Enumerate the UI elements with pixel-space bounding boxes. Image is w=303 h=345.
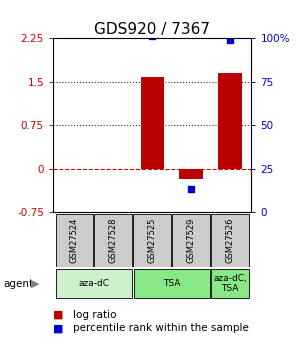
Text: ▶: ▶ <box>31 279 39 288</box>
FancyBboxPatch shape <box>211 215 249 267</box>
FancyBboxPatch shape <box>134 269 210 298</box>
FancyBboxPatch shape <box>55 215 93 267</box>
Text: ■: ■ <box>53 310 64 319</box>
Bar <box>179 169 203 179</box>
Text: GSM27524: GSM27524 <box>70 218 79 263</box>
Text: GSM27529: GSM27529 <box>187 218 196 263</box>
Text: agent: agent <box>3 279 33 288</box>
Text: ■: ■ <box>53 324 64 333</box>
Text: log ratio: log ratio <box>73 310 116 319</box>
Text: TSA: TSA <box>163 279 180 288</box>
Bar <box>218 73 242 169</box>
Title: GDS920 / 7367: GDS920 / 7367 <box>94 22 210 37</box>
Text: GSM27528: GSM27528 <box>109 218 118 263</box>
Text: percentile rank within the sample: percentile rank within the sample <box>73 324 248 333</box>
Text: GSM27526: GSM27526 <box>226 218 235 263</box>
Text: aza-dC: aza-dC <box>78 279 109 288</box>
FancyBboxPatch shape <box>211 269 249 298</box>
FancyBboxPatch shape <box>133 215 171 267</box>
FancyBboxPatch shape <box>172 215 210 267</box>
Text: aza-dC,
TSA: aza-dC, TSA <box>213 274 247 293</box>
Bar <box>141 77 164 169</box>
Text: GSM27525: GSM27525 <box>148 218 157 263</box>
FancyBboxPatch shape <box>95 215 132 267</box>
FancyBboxPatch shape <box>56 269 132 298</box>
